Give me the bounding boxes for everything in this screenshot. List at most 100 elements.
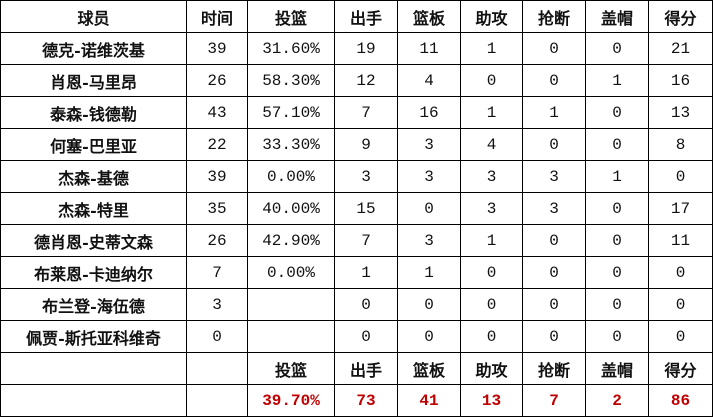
stat-cell[interactable]: 3 <box>334 160 398 193</box>
totals-header-cell[interactable]: 盖帽 <box>585 352 649 385</box>
totals-header-cell[interactable]: 得分 <box>648 352 713 385</box>
total-cell[interactable]: 7 <box>522 384 586 417</box>
stat-cell[interactable] <box>247 288 335 321</box>
player-name-cell[interactable]: 何塞-巴里亚 <box>0 128 187 161</box>
stat-cell[interactable]: 0 <box>397 192 461 225</box>
stat-cell[interactable]: 42.90% <box>247 224 335 257</box>
stat-cell[interactable]: 0 <box>397 288 461 321</box>
stat-cell[interactable]: 3 <box>522 160 586 193</box>
total-cell[interactable]: 73 <box>334 384 398 417</box>
stat-cell[interactable]: 0 <box>186 320 248 353</box>
player-name-cell[interactable]: 德肖恩-史蒂文森 <box>0 224 187 257</box>
stat-cell[interactable]: 0 <box>460 256 523 289</box>
totals-header-cell[interactable]: 篮板 <box>397 352 461 385</box>
header-cell[interactable]: 球员 <box>0 0 187 33</box>
header-cell[interactable]: 出手 <box>334 0 398 33</box>
stat-cell[interactable]: 15 <box>334 192 398 225</box>
stat-cell[interactable]: 0 <box>585 224 649 257</box>
stat-cell[interactable]: 7 <box>186 256 248 289</box>
stat-cell[interactable]: 0 <box>522 224 586 257</box>
stat-cell[interactable]: 0 <box>585 320 649 353</box>
stat-cell[interactable]: 31.60% <box>247 32 335 65</box>
stat-cell[interactable]: 58.30% <box>247 64 335 97</box>
stat-cell[interactable]: 3 <box>460 192 523 225</box>
player-name-cell[interactable]: 布莱恩-卡迪纳尔 <box>0 256 187 289</box>
stat-cell[interactable]: 0 <box>522 64 586 97</box>
stat-cell[interactable]: 0 <box>585 256 649 289</box>
player-name-cell[interactable]: 肖恩-马里昂 <box>0 64 187 97</box>
header-cell[interactable]: 时间 <box>186 0 248 33</box>
total-cell[interactable]: 86 <box>648 384 713 417</box>
total-cell[interactable]: 39.70% <box>247 384 335 417</box>
stat-cell[interactable]: 33.30% <box>247 128 335 161</box>
stat-cell[interactable]: 4 <box>460 128 523 161</box>
stat-cell[interactable]: 7 <box>334 96 398 129</box>
empty-cell[interactable] <box>0 352 187 385</box>
player-name-cell[interactable]: 杰森-基德 <box>0 160 187 193</box>
player-name-cell[interactable]: 布兰登-海伍德 <box>0 288 187 321</box>
stat-cell[interactable]: 3 <box>186 288 248 321</box>
stat-cell[interactable]: 0 <box>397 320 461 353</box>
header-cell[interactable]: 助攻 <box>460 0 523 33</box>
empty-cell[interactable] <box>186 384 248 417</box>
stat-cell[interactable]: 16 <box>397 96 461 129</box>
totals-header-cell[interactable]: 出手 <box>334 352 398 385</box>
stat-cell[interactable]: 0 <box>648 256 713 289</box>
stat-cell[interactable]: 26 <box>186 224 248 257</box>
total-cell[interactable]: 41 <box>397 384 461 417</box>
header-cell[interactable]: 得分 <box>648 0 713 33</box>
stat-cell[interactable]: 12 <box>334 64 398 97</box>
total-cell[interactable]: 13 <box>460 384 523 417</box>
stat-cell[interactable]: 0 <box>522 256 586 289</box>
totals-header-cell[interactable]: 投篮 <box>247 352 335 385</box>
stat-cell[interactable]: 0 <box>585 192 649 225</box>
stat-cell[interactable]: 17 <box>648 192 713 225</box>
stat-cell[interactable]: 26 <box>186 64 248 97</box>
stat-cell[interactable]: 35 <box>186 192 248 225</box>
stat-cell[interactable]: 1 <box>522 96 586 129</box>
player-name-cell[interactable]: 杰森-特里 <box>0 192 187 225</box>
stat-cell[interactable]: 0 <box>648 288 713 321</box>
stat-cell[interactable]: 11 <box>397 32 461 65</box>
stat-cell[interactable]: 0 <box>585 128 649 161</box>
stat-cell[interactable]: 0 <box>585 96 649 129</box>
total-cell[interactable]: 2 <box>585 384 649 417</box>
totals-header-cell[interactable]: 抢断 <box>522 352 586 385</box>
header-cell[interactable]: 篮板 <box>397 0 461 33</box>
stat-cell[interactable]: 0 <box>522 32 586 65</box>
player-name-cell[interactable]: 泰森-钱德勒 <box>0 96 187 129</box>
empty-cell[interactable] <box>186 352 248 385</box>
stat-cell[interactable]: 1 <box>585 64 649 97</box>
stat-cell[interactable]: 3 <box>460 160 523 193</box>
stat-cell[interactable]: 11 <box>648 224 713 257</box>
player-name-cell[interactable]: 德克-诺维茨基 <box>0 32 187 65</box>
stat-cell[interactable]: 4 <box>397 64 461 97</box>
stat-cell[interactable]: 16 <box>648 64 713 97</box>
stat-cell[interactable]: 0 <box>522 128 586 161</box>
stat-cell[interactable]: 43 <box>186 96 248 129</box>
stat-cell[interactable]: 40.00% <box>247 192 335 225</box>
stat-cell[interactable]: 0 <box>334 288 398 321</box>
stat-cell[interactable]: 3 <box>397 160 461 193</box>
stat-cell[interactable]: 0 <box>648 320 713 353</box>
stat-cell[interactable]: 0.00% <box>247 256 335 289</box>
stat-cell[interactable]: 0 <box>460 320 523 353</box>
stat-cell[interactable]: 0 <box>460 288 523 321</box>
stat-cell[interactable]: 9 <box>334 128 398 161</box>
stat-cell[interactable]: 0 <box>460 64 523 97</box>
stat-cell[interactable]: 8 <box>648 128 713 161</box>
header-cell[interactable]: 抢断 <box>522 0 586 33</box>
stat-cell[interactable]: 0 <box>648 160 713 193</box>
stat-cell[interactable]: 19 <box>334 32 398 65</box>
stat-cell[interactable]: 0 <box>334 320 398 353</box>
stat-cell[interactable]: 1 <box>397 256 461 289</box>
stat-cell[interactable]: 21 <box>648 32 713 65</box>
stat-cell[interactable]: 7 <box>334 224 398 257</box>
stat-cell[interactable]: 1 <box>334 256 398 289</box>
player-name-cell[interactable]: 佩贾-斯托亚科维奇 <box>0 320 187 353</box>
stat-cell[interactable]: 22 <box>186 128 248 161</box>
stat-cell[interactable]: 57.10% <box>247 96 335 129</box>
stat-cell[interactable]: 3 <box>522 192 586 225</box>
stat-cell[interactable]: 0 <box>585 288 649 321</box>
stat-cell[interactable]: 39 <box>186 32 248 65</box>
